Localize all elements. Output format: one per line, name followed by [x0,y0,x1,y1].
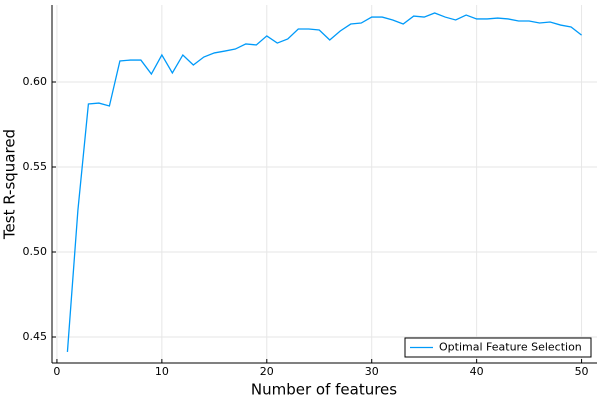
x-axis-label: Number of features [251,381,397,399]
y-tick-label: 0.45 [23,330,48,343]
x-tick-label: 20 [260,365,274,378]
legend-box [404,337,592,358]
y-tick-label: 0.60 [23,75,48,88]
x-tick-label: 40 [470,365,484,378]
x-tick-label: 50 [575,365,589,378]
y-axis-label: Test R-squared [1,129,19,240]
x-tick-label: 0 [53,365,60,378]
y-tick-label: 0.50 [23,245,48,258]
x-tick-label: 30 [365,365,379,378]
line [66,12,582,352]
legend-label: Optimal Feature Selection [439,341,582,354]
x-tick-label: 10 [155,365,169,378]
y-tick-label: 0.55 [23,160,48,173]
